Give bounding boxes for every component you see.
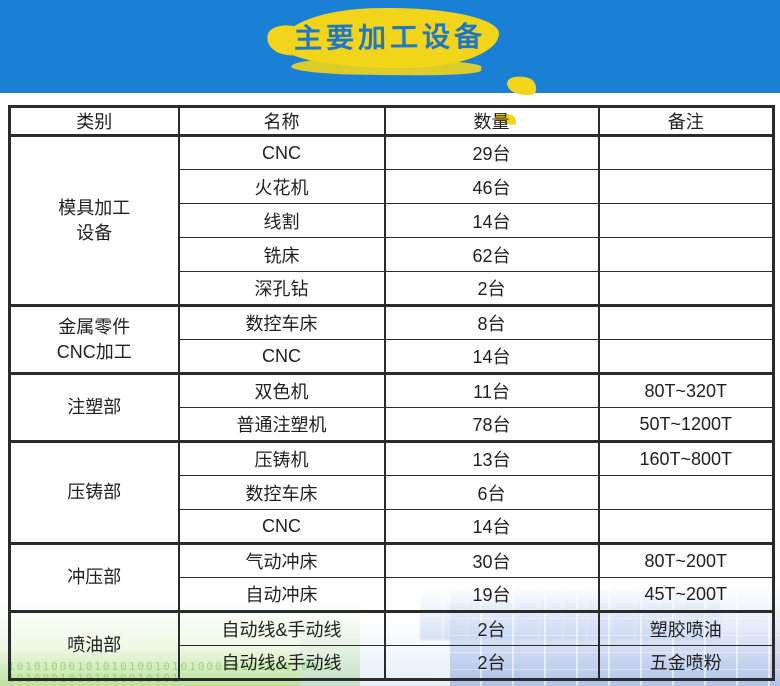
column-header-notes: 备注 bbox=[597, 106, 775, 137]
name-cell: 铣床 bbox=[177, 237, 386, 272]
name-cell: 深孔钻 bbox=[177, 271, 386, 306]
name-cell: CNC bbox=[177, 509, 386, 544]
note-cell bbox=[597, 509, 775, 544]
note-cell: 80T~320T bbox=[597, 372, 775, 408]
name-cell: 线割 bbox=[177, 203, 386, 238]
name-cell: 普通注塑机 bbox=[177, 407, 386, 442]
table-row: 数控车床 6台 bbox=[10, 475, 775, 510]
column-header-name: 名称 bbox=[177, 106, 386, 137]
table-row: CNC 14台 bbox=[10, 509, 775, 544]
name-cell: 火花机 bbox=[177, 169, 386, 204]
note-cell: 160T~800T bbox=[597, 440, 775, 476]
category-cell: 喷油部 bbox=[8, 610, 180, 680]
name-cell: 自动线&手动线 bbox=[177, 645, 386, 680]
quantity-cell: 13台 bbox=[383, 440, 600, 476]
name-cell: 双色机 bbox=[177, 372, 386, 408]
note-cell: 45T~200T bbox=[597, 577, 775, 612]
note-cell bbox=[597, 203, 775, 238]
quantity-cell: 2台 bbox=[383, 610, 600, 646]
table-row: 压铸部 压铸机 13台 160T~800T bbox=[8, 440, 775, 544]
table-row: 深孔钻 2台 bbox=[10, 271, 775, 306]
name-cell: 数控车床 bbox=[177, 304, 386, 340]
quantity-cell: 8台 bbox=[383, 304, 600, 340]
name-cell: 自动线&手动线 bbox=[177, 610, 386, 646]
quantity-cell: 14台 bbox=[383, 339, 600, 374]
table-row: 冲压部 气动冲床 30台 80T~200T bbox=[8, 542, 775, 612]
category-cell: 冲压部 bbox=[8, 542, 180, 612]
note-cell bbox=[597, 237, 775, 272]
table-row: 线割 14台 bbox=[10, 203, 775, 238]
category-cell: 压铸部 bbox=[8, 440, 180, 544]
table-row: 注塑部 双色机 11台 80T~320T bbox=[8, 372, 775, 442]
equipment-table: 类别 名称 数量 备注 模具加工 设备 CNC 29台 火花机 46台 线割 14台 铣床 62… bbox=[8, 105, 775, 681]
quantity-cell: 30台 bbox=[383, 542, 600, 578]
quantity-cell: 19台 bbox=[383, 577, 600, 612]
header-banner: 主要加工设备 bbox=[0, 0, 780, 93]
table-row: 火花机 46台 bbox=[10, 169, 775, 204]
quantity-cell: 2台 bbox=[383, 645, 600, 680]
name-cell: CNC bbox=[177, 339, 386, 374]
column-header-category: 类别 bbox=[8, 106, 180, 137]
title-badge: 主要加工设备 bbox=[280, 6, 500, 70]
category-cell: 注塑部 bbox=[8, 372, 180, 442]
name-cell: 数控车床 bbox=[177, 475, 386, 510]
note-cell bbox=[597, 271, 775, 306]
note-cell bbox=[597, 475, 775, 510]
note-cell: 塑胶喷油 bbox=[597, 610, 775, 646]
table-header-row: 类别 名称 数量 备注 bbox=[8, 106, 775, 137]
note-cell: 五金喷粉 bbox=[597, 645, 775, 680]
quantity-cell: 6台 bbox=[383, 475, 600, 510]
table-row: 喷油部 自动线&手动线 2台 塑胶喷油 bbox=[8, 610, 775, 680]
name-cell: 压铸机 bbox=[177, 440, 386, 476]
category-cell: 金属零件 CNC加工 bbox=[8, 304, 180, 374]
note-cell bbox=[597, 304, 775, 340]
quantity-cell: 11台 bbox=[383, 372, 600, 408]
quantity-cell: 14台 bbox=[383, 203, 600, 238]
quantity-cell: 78台 bbox=[383, 407, 600, 442]
name-cell: CNC bbox=[177, 134, 386, 170]
quantity-cell: 29台 bbox=[383, 134, 600, 170]
name-cell: 气动冲床 bbox=[177, 542, 386, 578]
name-cell: 自动冲床 bbox=[177, 577, 386, 612]
quantity-cell: 14台 bbox=[383, 509, 600, 544]
page-title: 主要加工设备 bbox=[293, 20, 487, 55]
quantity-cell: 46台 bbox=[383, 169, 600, 204]
table-row: CNC 14台 bbox=[10, 339, 775, 374]
table-row: 普通注塑机 78台 50T~1200T bbox=[10, 407, 775, 442]
table-row: 铣床 62台 bbox=[10, 237, 775, 272]
quantity-cell: 2台 bbox=[383, 271, 600, 306]
note-cell bbox=[597, 169, 775, 204]
note-cell bbox=[597, 339, 775, 374]
note-cell: 50T~1200T bbox=[597, 407, 775, 442]
quantity-cell: 62台 bbox=[383, 237, 600, 272]
column-header-quantity: 数量 bbox=[383, 106, 600, 137]
table-row: 金属零件 CNC加工 数控车床 8台 bbox=[8, 304, 775, 374]
note-cell bbox=[597, 134, 775, 170]
category-cell: 模具加工 设备 bbox=[8, 134, 180, 306]
note-cell: 80T~200T bbox=[597, 542, 775, 578]
table-row: 模具加工 设备 CNC 29台 bbox=[8, 134, 775, 306]
table-stage: 类别 名称 数量 备注 模具加工 设备 CNC 29台 火花机 46台 线割 14台 铣床 62… bbox=[8, 105, 775, 681]
